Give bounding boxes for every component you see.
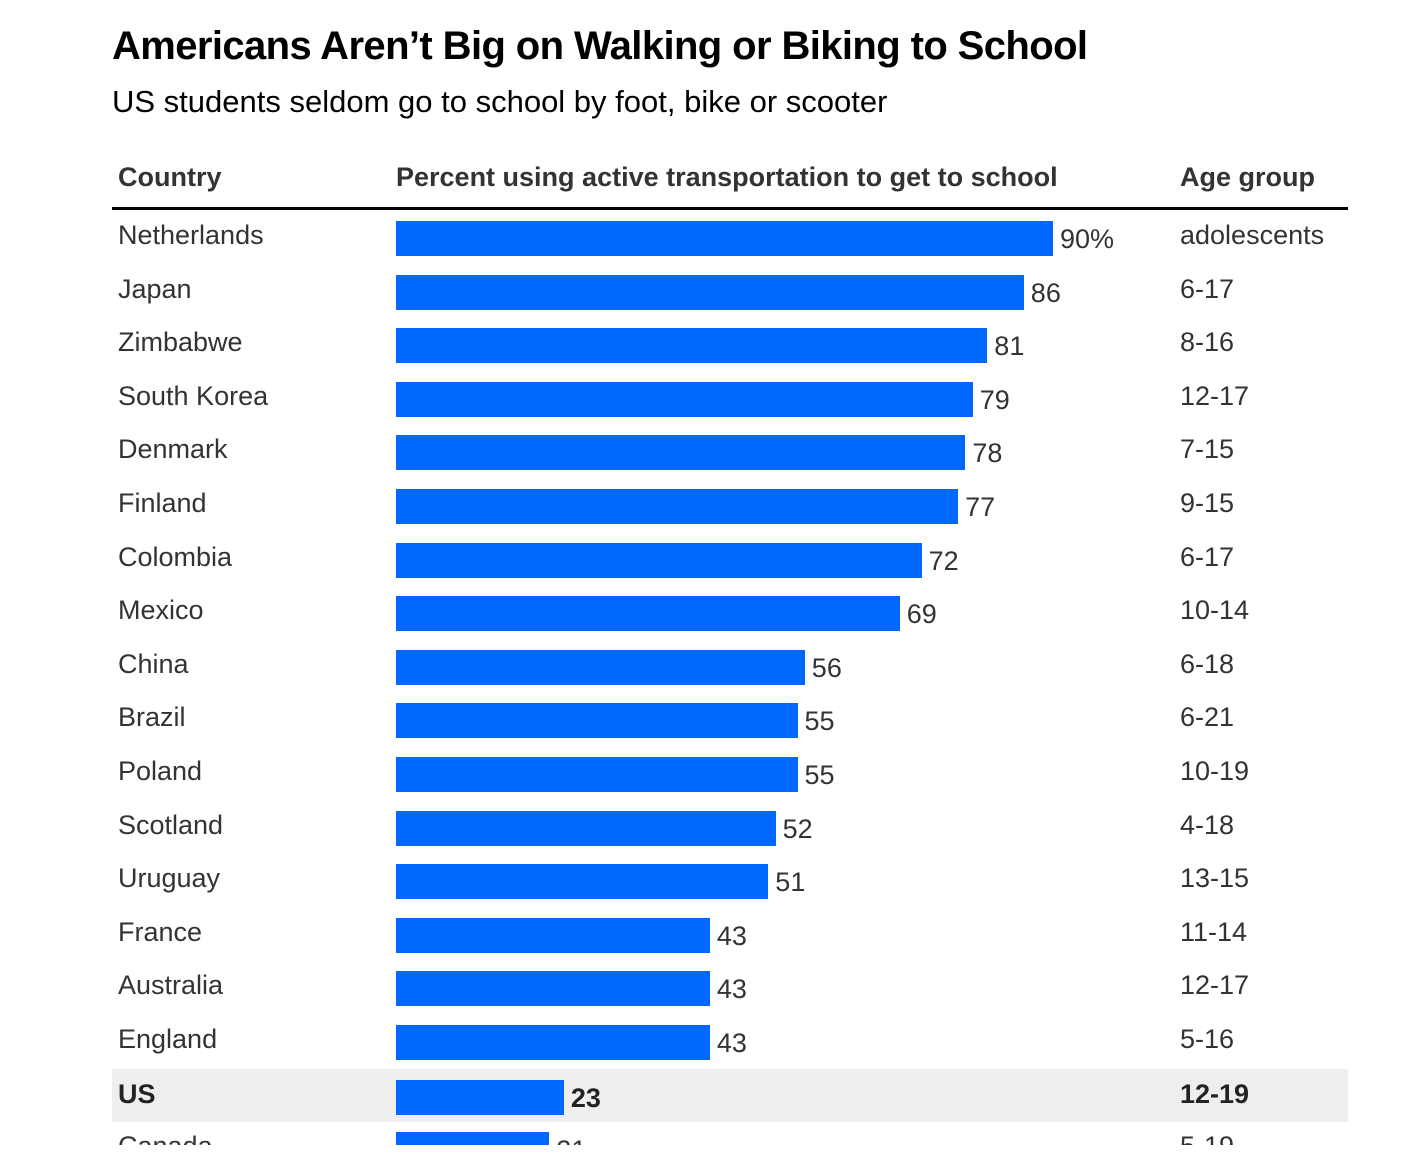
chart-title: Americans Aren’t Big on Walking or Bikin… [112,24,1088,68]
age-group-label: 6-17 [1180,541,1235,572]
bar-poland [396,757,798,792]
value-label: 78 [972,438,1003,469]
bar-us [396,1079,564,1115]
country-label: Mexico [118,595,204,626]
age-group-label: 5-16 [1180,1024,1235,1054]
country-label: Zimbabwe [118,327,243,358]
table-row: Mexico 69 10-14 [0,585,1418,639]
country-label: China [118,648,189,679]
value-label: 23 [570,1082,601,1113]
value-label: 43 [716,974,747,1005]
value-label: 51 [775,867,806,898]
header-percent: Percent using active transportation to g… [396,162,1058,192]
bar-uruguay [396,864,769,900]
value-label: 21 [556,1135,586,1145]
table-row: Canada 21 5-19 [0,1121,1418,1145]
value-label: 52 [782,813,813,844]
table-row: Uruguay 51 13-15 [0,853,1418,907]
age-group-label: 5-19 [1180,1131,1234,1145]
table-row: Finland 77 9-15 [0,478,1418,532]
value-label: 72 [928,545,959,576]
bar-japan [396,274,1024,310]
country-label: Australia [118,970,224,1001]
country-label: Finland [118,488,207,518]
chart-subtitle: US students seldom go to school by foot,… [112,84,888,119]
table-row: England 43 5-16 [0,1014,1418,1068]
bar-zimbabwe [396,328,988,364]
bar-mexico [396,596,900,632]
bar-england [396,1025,710,1060]
table-row: US 23 12-19 [0,1068,1418,1123]
age-group-label: 4-18 [1180,809,1235,840]
age-group-label: 6-18 [1180,648,1235,679]
bar-netherlands [396,221,1053,256]
age-group-label: 8-16 [1180,327,1235,358]
age-group-label: adolescents [1180,220,1325,250]
table-row: Scotland 52 4-18 [0,800,1418,854]
bar-south-korea [396,381,973,417]
bar-colombia [396,542,922,578]
country-label: France [118,916,203,947]
country-label: US [118,1078,156,1109]
age-group-label: 6-21 [1180,702,1235,733]
table-row: Zimbabwe 81 8-16 [0,317,1418,371]
table-row: Colombia 72 6-17 [0,532,1418,586]
age-group-label: 9-15 [1180,488,1235,518]
bar-scotland [396,810,776,846]
age-group-label: 6-17 [1180,273,1235,304]
age-group-label: 11-14 [1180,916,1248,947]
bar-china [396,649,805,685]
country-label: Colombia [118,541,233,572]
age-group-label: 10-14 [1180,595,1250,626]
value-label: 43 [716,920,747,951]
country-label: Poland [118,756,203,786]
value-label: 86 [1030,277,1061,308]
country-label: Uruguay [118,863,221,894]
table-row: China 56 6-18 [0,639,1418,693]
header-rule [112,207,1348,210]
header-country: Country [118,162,222,192]
table-row: Brazil 55 6-21 [0,692,1418,746]
value-label: 79 [979,384,1010,415]
bar-finland [396,489,959,524]
country-label: Canada [118,1131,213,1145]
highlight-band [112,1068,1348,1123]
header-age-group: Age group [1180,162,1315,192]
table-row: Poland 55 10-19 [0,746,1418,800]
value-label: 43 [716,1028,747,1058]
country-label: Denmark [118,434,228,465]
country-label: England [118,1024,218,1054]
bar-brazil [396,703,798,739]
value-label: 55 [804,706,835,737]
table-row: Japan 86 6-17 [0,264,1418,318]
age-group-label: 12-17 [1180,970,1250,1001]
age-group-label: 12-19 [1180,1078,1250,1109]
country-label: Scotland [118,809,224,840]
age-group-label: 13-15 [1180,863,1250,894]
table-row: Netherlands 90% adolescents [0,210,1418,264]
table-row: Denmark 78 7-15 [0,424,1418,478]
table-row: South Korea 79 12-17 [0,371,1418,425]
value-label: 55 [804,760,835,790]
country-label: Brazil [118,702,186,733]
age-group-label: 7-15 [1180,434,1235,465]
bar-denmark [396,435,966,471]
value-label: 69 [906,599,937,630]
table-row: Australia 43 12-17 [0,960,1418,1014]
bar-france [396,917,710,953]
table-row: France 43 11-14 [0,907,1418,961]
country-label: Netherlands [118,220,264,250]
bar-canada [396,1132,550,1145]
value-label: 77 [965,492,996,522]
bar-table: Netherlands 90% adolescents Japan 86 6-17 Zimb… [0,210,1418,1145]
value-label: 56 [811,652,842,683]
bar-australia [396,971,710,1007]
age-group-label: 10-19 [1180,756,1250,786]
country-label: Japan [118,273,192,304]
age-group-label: 12-17 [1180,380,1250,411]
country-label: South Korea [118,380,269,411]
value-label: 81 [994,331,1025,362]
value-label: 90% [1060,224,1115,254]
